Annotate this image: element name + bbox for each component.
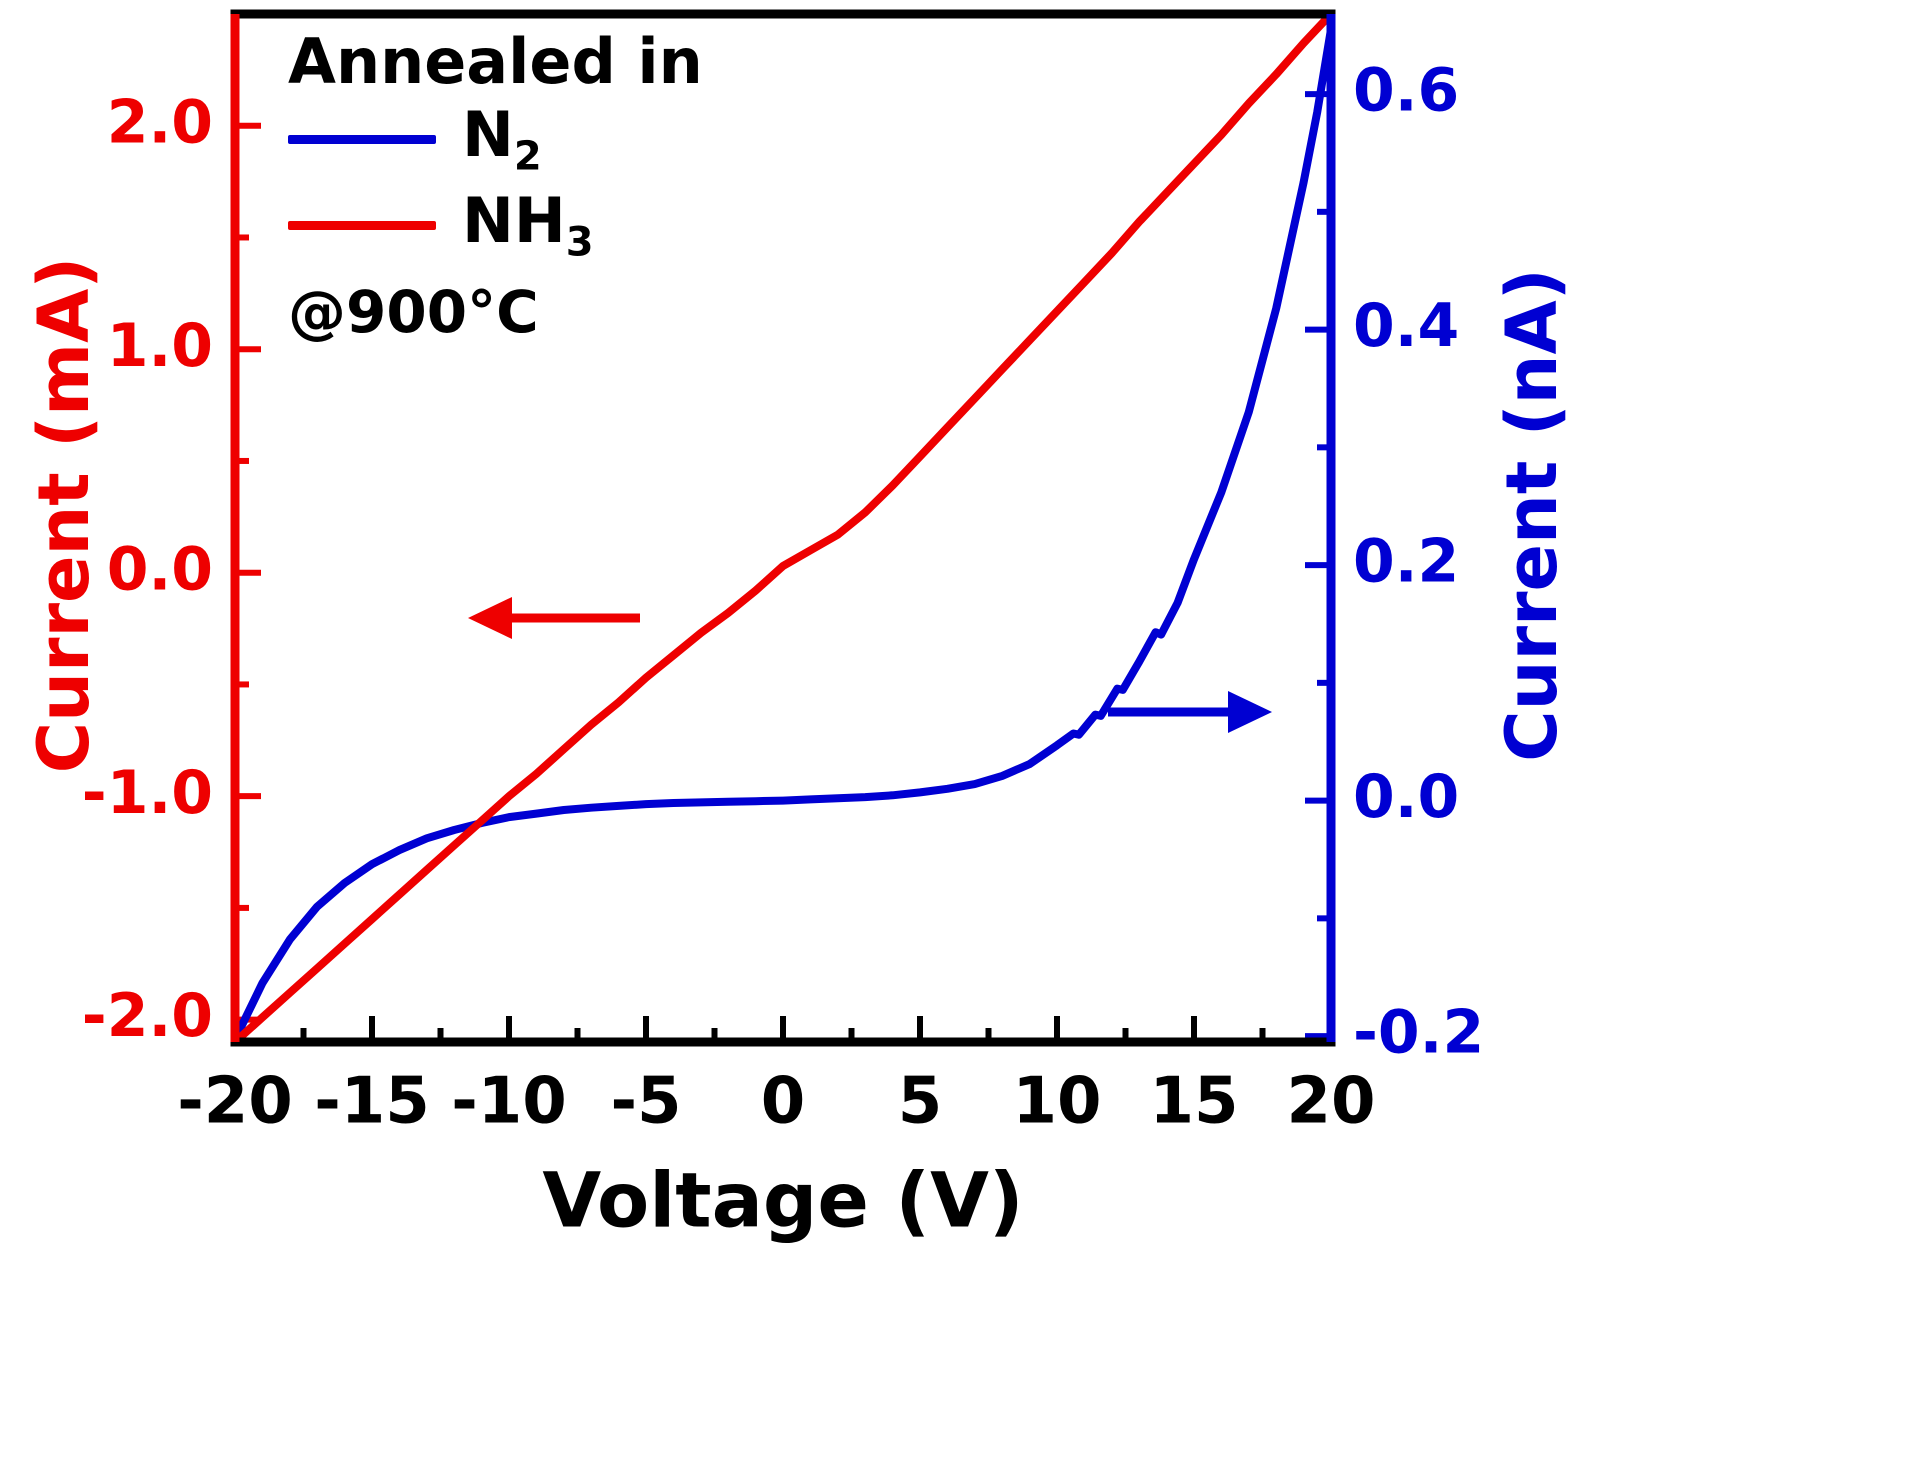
legend-label-nh3: NH3 (462, 184, 594, 266)
legend-title: Annealed in (288, 25, 703, 98)
legend-item-nh3: NH3 (288, 182, 703, 268)
nh3-curve (231, 10, 1335, 1046)
nh3-line-sample (288, 220, 436, 230)
svg-text:10: 10 (1012, 1065, 1101, 1139)
svg-text:15: 15 (1149, 1065, 1238, 1139)
svg-text:0.4: 0.4 (1353, 291, 1459, 361)
svg-text:-10: -10 (451, 1065, 567, 1139)
right-tick-labels: 0.6 0.4 0.2 0.0 -0.2 (1353, 56, 1484, 1068)
x-tick-labels: -20 -15 -10 -5 0 5 10 15 20 (177, 1065, 1375, 1139)
svg-text:-2.0: -2.0 (82, 981, 213, 1051)
right-y-axis-title: Current (nA) (1491, 268, 1573, 762)
legend-annealing-temperature: @900°C (288, 278, 539, 347)
right-axis-arrow (1108, 691, 1272, 733)
n2-line-sample (288, 134, 436, 144)
svg-text:0.0: 0.0 (107, 534, 213, 604)
left-axis-arrow (468, 597, 640, 639)
left-tick-labels: 2.0 1.0 0.0 -1.0 -2.0 (82, 87, 213, 1051)
svg-text:5: 5 (898, 1065, 943, 1139)
legend-label-n2: N2 (462, 98, 542, 180)
svg-text:2.0: 2.0 (107, 87, 213, 157)
svg-text:-1.0: -1.0 (82, 758, 213, 828)
svg-text:1.0: 1.0 (107, 311, 213, 381)
svg-text:-15: -15 (314, 1065, 430, 1139)
svg-text:0.0: 0.0 (1353, 762, 1459, 832)
legend: Annealed in N2 NH3 @900°C (288, 25, 703, 347)
n2-curve (231, 25, 1335, 1044)
left-y-axis-title: Current (mA) (23, 256, 105, 774)
svg-text:-0.2: -0.2 (1353, 998, 1484, 1068)
svg-text:-5: -5 (610, 1065, 681, 1139)
svg-text:-20: -20 (177, 1065, 293, 1139)
svg-text:0.6: 0.6 (1353, 56, 1459, 126)
svg-text:0.2: 0.2 (1353, 527, 1459, 597)
plot-frame (230, 9, 1336, 1047)
x-axis-title: Voltage (V) (542, 1155, 1024, 1245)
svg-text:20: 20 (1286, 1065, 1375, 1139)
legend-item-n2: N2 (288, 96, 703, 182)
svg-text:0: 0 (761, 1065, 806, 1139)
